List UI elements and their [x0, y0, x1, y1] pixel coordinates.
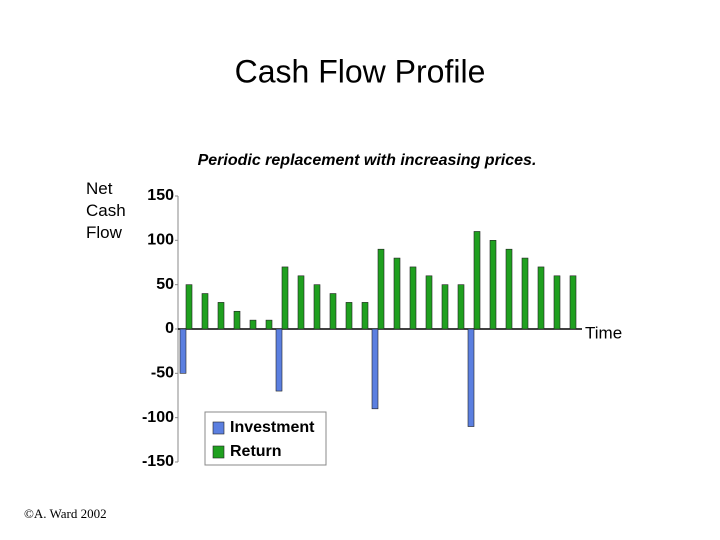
bar	[371, 328, 379, 410]
y-tick-label: 50	[156, 276, 174, 293]
y-tick-label: -100	[142, 409, 174, 426]
bar	[361, 302, 369, 330]
bar	[553, 275, 561, 330]
footer: ©A. Ward 2002	[24, 506, 107, 521]
bar	[377, 248, 385, 330]
chart-title: Cash Flow Profile	[235, 53, 486, 89]
legend-swatch	[212, 445, 225, 459]
y-tick-label: 150	[147, 187, 174, 204]
bar	[345, 302, 353, 330]
y-tick-label: 100	[147, 232, 174, 249]
bar	[265, 319, 273, 330]
x-axis-label: Time	[585, 323, 622, 342]
bar	[467, 328, 475, 427]
bar	[313, 284, 321, 330]
bar	[217, 302, 225, 330]
bar	[249, 319, 257, 330]
bar	[329, 293, 337, 330]
bar	[233, 310, 241, 330]
bar	[489, 240, 497, 330]
bar	[473, 231, 481, 330]
y-axis-label: Net Cash Flow	[86, 179, 126, 242]
bar	[275, 328, 283, 392]
y-tick-label: -50	[151, 365, 174, 382]
chart-subtitle: Periodic replacement with increasing pri…	[198, 152, 537, 169]
bar	[281, 266, 289, 330]
bar	[201, 293, 209, 330]
bar	[393, 257, 401, 330]
bar	[297, 275, 305, 330]
bar	[185, 284, 193, 330]
y-tick-label: 0	[165, 320, 174, 337]
bar	[409, 266, 417, 330]
legend-box	[204, 411, 327, 466]
legend-label: Investment	[230, 419, 315, 436]
bar	[521, 257, 529, 330]
bar	[537, 266, 545, 330]
bar	[425, 275, 433, 330]
bar	[457, 284, 465, 330]
legend-label: Return	[230, 443, 282, 460]
bar	[441, 284, 449, 330]
legend-swatch	[212, 421, 225, 435]
bar	[569, 275, 577, 330]
bar	[505, 248, 513, 330]
y-tick-label: -150	[142, 453, 174, 470]
bar	[179, 328, 187, 374]
